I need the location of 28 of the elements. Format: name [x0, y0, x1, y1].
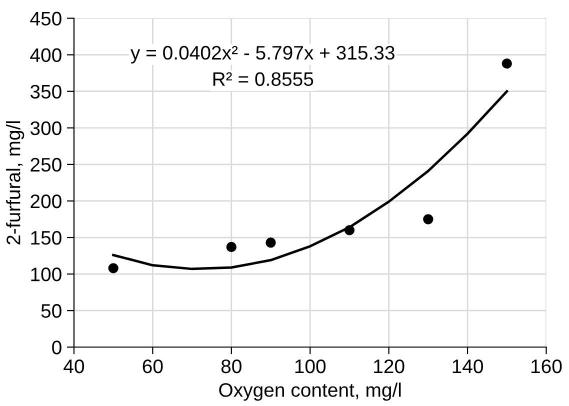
- y-tick-label: 0: [52, 340, 62, 354]
- y-tick-label: 350: [30, 84, 62, 99]
- point: [108, 263, 118, 274]
- point: [423, 214, 434, 224]
- x-tick-label: 100: [295, 359, 326, 374]
- point: [266, 238, 276, 248]
- x-tick-label: 40: [64, 359, 84, 374]
- y-tick-label: 100: [31, 268, 62, 282]
- x-tick-label: 120: [374, 359, 404, 374]
- annotation: y = 0.0402x² - 5.797x + 315.33: [130, 46, 394, 64]
- y-tick-label: 200: [30, 194, 62, 208]
- y-tick-label: 400: [30, 48, 62, 62]
- x-axis-title: Oxygen content, mg/l: [219, 382, 401, 401]
- y-axis-title: 2-furfural, mg/l: [6, 121, 24, 244]
- line-series: [112, 90, 508, 270]
- annotation: R² = 0.8555: [213, 72, 314, 86]
- y-tick-label: 250: [30, 158, 62, 172]
- y-tick-label: 50: [41, 304, 62, 318]
- y-tick-label: 300: [30, 121, 62, 136]
- y-tick-label: 150: [31, 230, 62, 245]
- point: [502, 58, 512, 69]
- point: [226, 242, 236, 252]
- x-tick-label: 60: [142, 359, 163, 374]
- x-tick-label: 160: [532, 359, 562, 374]
- x-tick-label: 140: [452, 359, 483, 374]
- y-tick-label: 450: [30, 12, 62, 26]
- point: [344, 225, 355, 236]
- x-tick-label: 80: [221, 359, 242, 374]
